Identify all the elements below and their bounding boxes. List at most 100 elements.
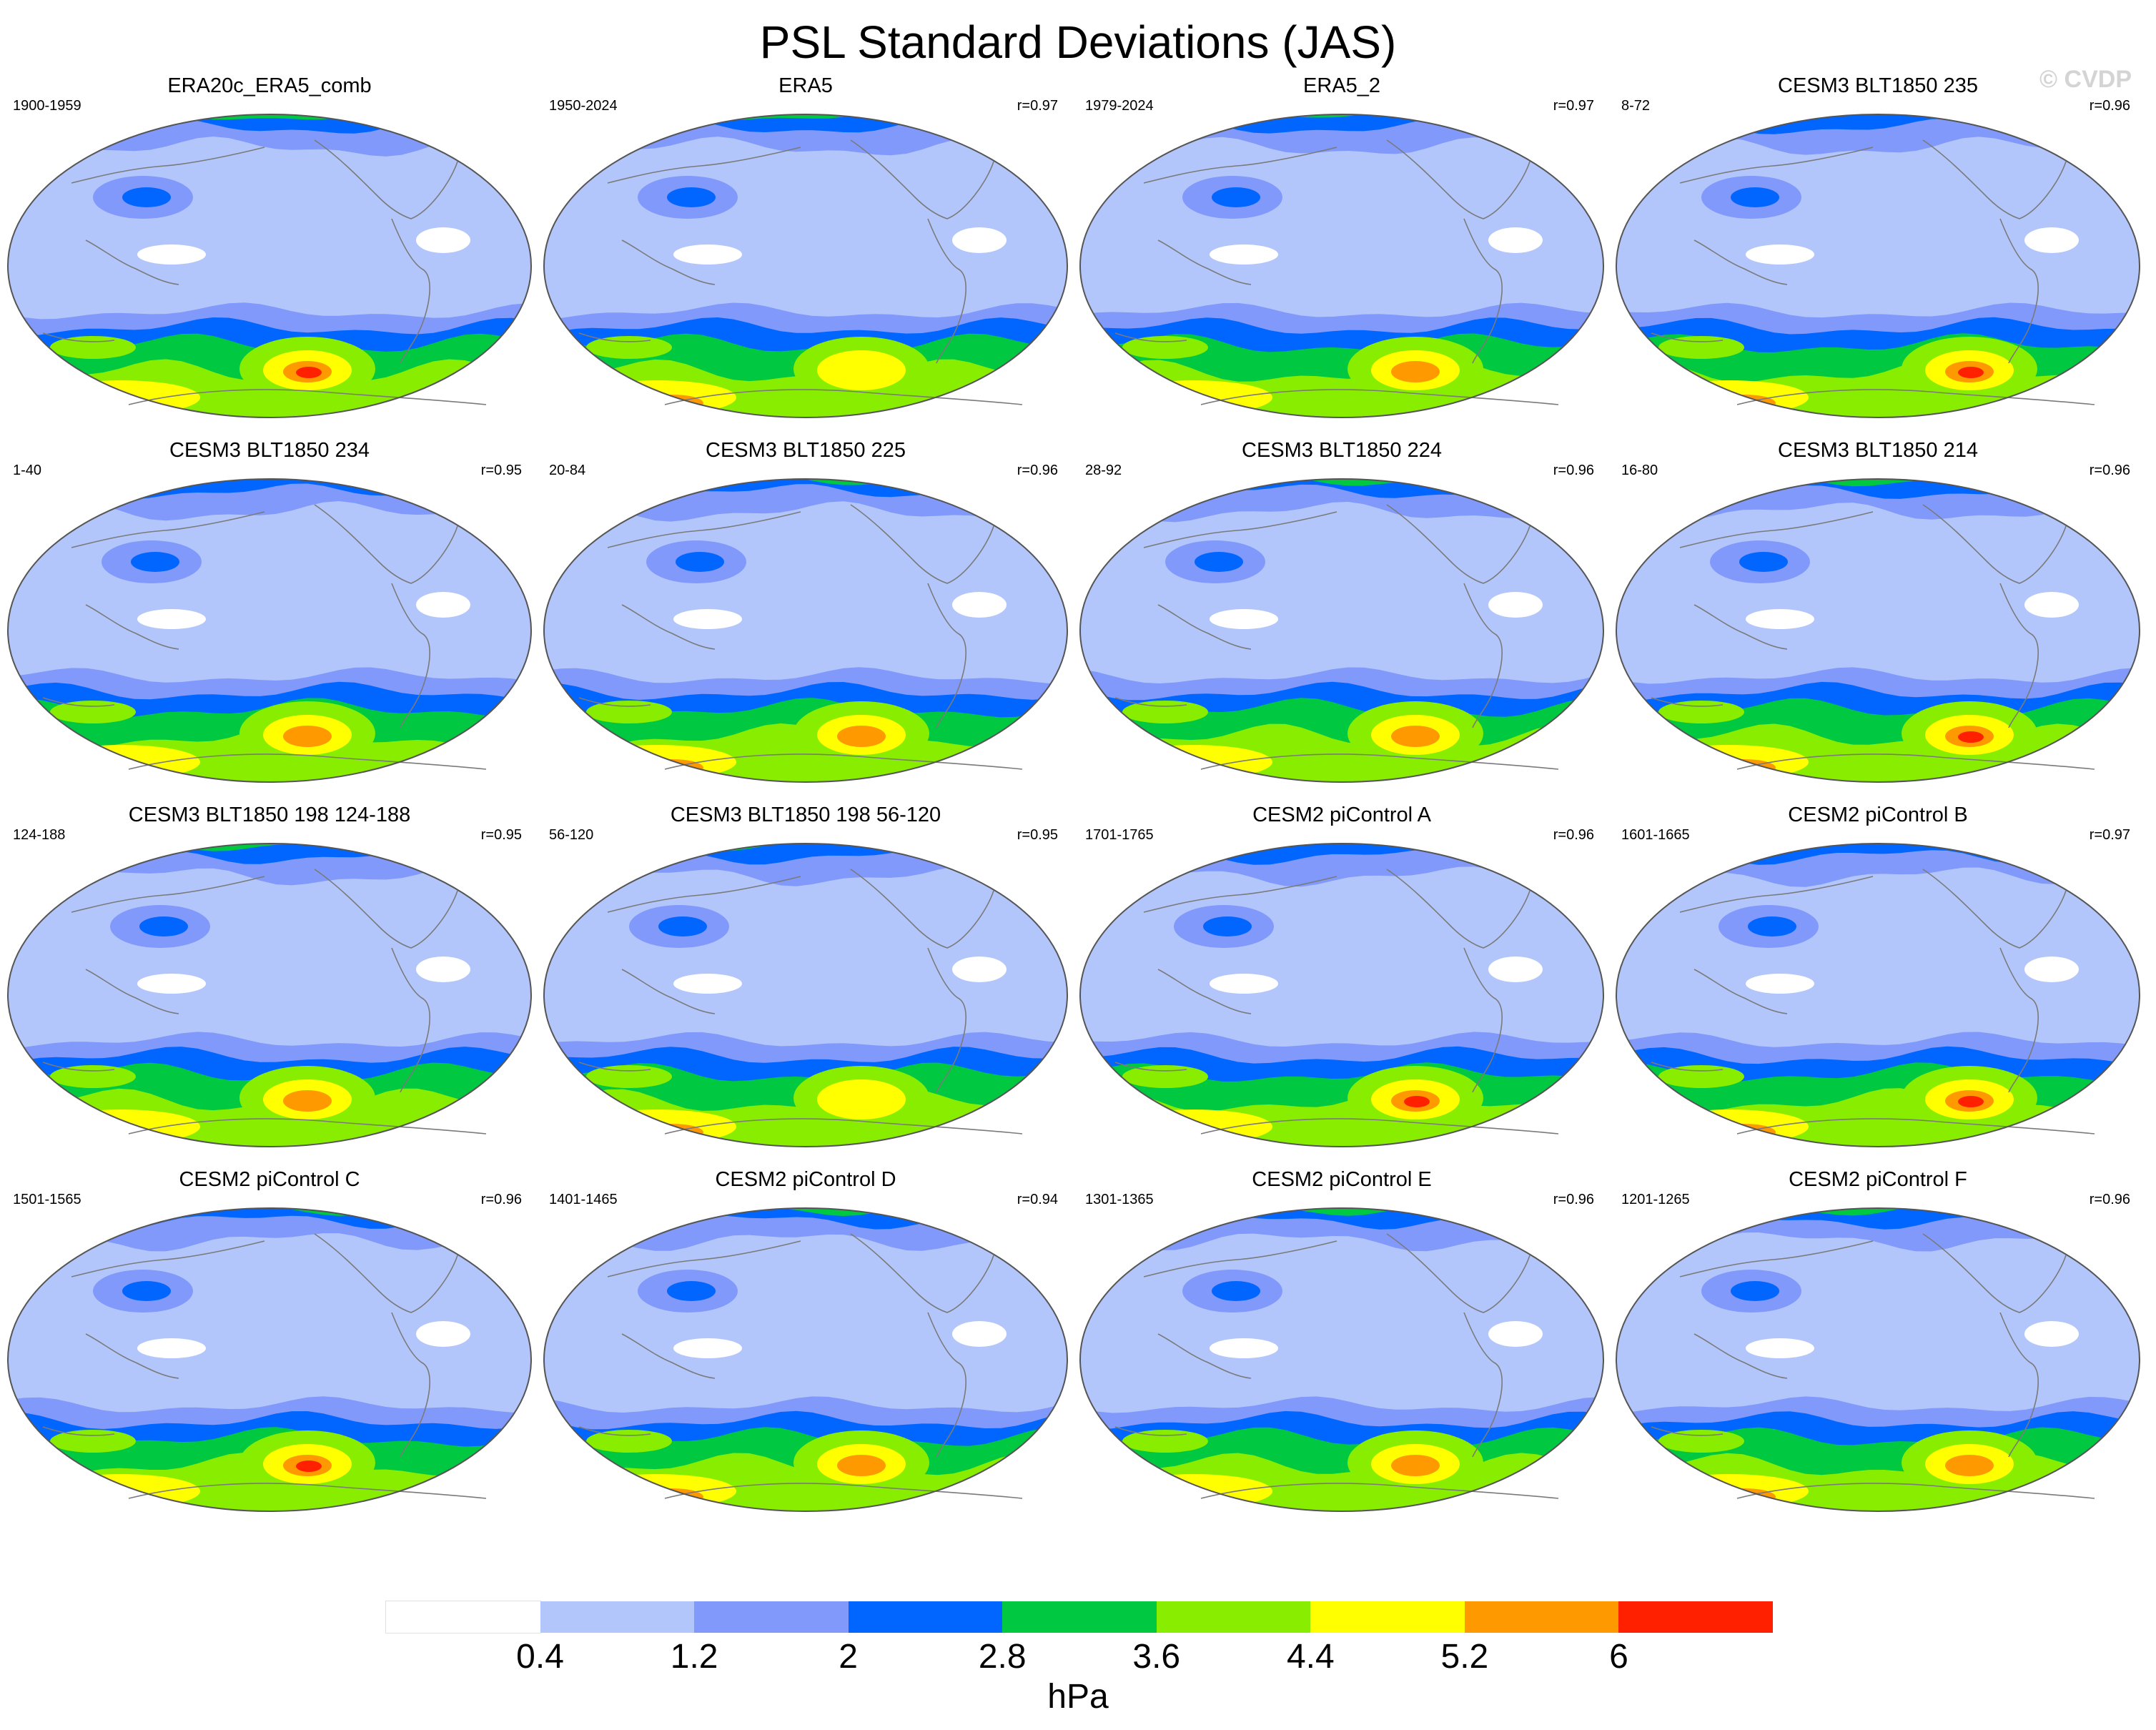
panel-title: CESM3 BLT1850 235 xyxy=(1778,74,1978,97)
panel-pattern-correlation: r=0.96 xyxy=(1553,463,1594,478)
panel-years: 1301-1365 xyxy=(1085,1192,1154,1207)
map-outline xyxy=(1616,478,2140,783)
map-outline xyxy=(1616,114,2140,418)
map-panel: CESM2 piControl B 1601-1665 r=0.97 xyxy=(1608,801,2147,1172)
coastlines xyxy=(578,504,1023,770)
panel-title: CESM3 BLT1850 214 xyxy=(1778,439,1978,462)
map-panel: CESM3 BLT1850 225 20-84 r=0.96 xyxy=(536,436,1075,808)
colorbar-swatch xyxy=(540,1601,695,1633)
coastlines xyxy=(1651,139,2095,405)
colorbar-tick-label: 1.2 xyxy=(670,1638,718,1676)
map-fill xyxy=(8,844,531,1147)
panel-years: 1950-2024 xyxy=(549,98,618,114)
panel-title: CESM3 BLT1850 224 xyxy=(1242,439,1442,462)
panel-title: CESM2 piControl F xyxy=(1789,1168,1967,1191)
colorbar-swatch xyxy=(1464,1601,1619,1633)
psl-stddev-map xyxy=(543,114,1068,418)
panel-years: 1601-1665 xyxy=(1621,827,1690,843)
colorbar-swatch xyxy=(1310,1601,1465,1633)
panel-title: CESM2 piControl A xyxy=(1252,804,1431,826)
panel-years: 1-40 xyxy=(13,463,42,478)
map-panel: CESM3 BLT1850 234 1-40 r=0.95 xyxy=(0,436,539,808)
map-outline xyxy=(1079,114,1604,418)
map-panel: ERA5_2 1979-2024 r=0.97 xyxy=(1072,71,1611,443)
colorbar-swatch xyxy=(1002,1601,1157,1633)
coastlines xyxy=(578,139,1023,405)
panel-title: CESM3 BLT1850 234 xyxy=(169,439,370,462)
psl-stddev-map xyxy=(1616,843,2140,1147)
panel-title: CESM3 BLT1850 198 56-120 xyxy=(670,804,941,826)
psl-stddev-map xyxy=(7,478,532,783)
panel-years: 56-120 xyxy=(549,827,594,843)
map-outline xyxy=(1616,1207,2140,1512)
panel-title: ERA5_2 xyxy=(1302,74,1380,97)
panel-title: CESM3 BLT1850 198 124-188 xyxy=(128,804,411,826)
coastlines xyxy=(1651,504,2095,770)
coastlines xyxy=(42,139,487,405)
coastlines xyxy=(42,869,487,1135)
panel-years: 8-72 xyxy=(1621,98,1651,114)
coastlines xyxy=(1114,139,1559,405)
map-fill xyxy=(1616,114,2140,417)
map-fill xyxy=(1616,844,2140,1147)
panel-years: 16-80 xyxy=(1621,463,1658,478)
panel-pattern-correlation: r=0.95 xyxy=(480,827,522,843)
map-outline xyxy=(543,1207,1068,1512)
map-outline xyxy=(7,114,532,418)
panel-pattern-correlation: r=0.96 xyxy=(1553,827,1594,843)
coastlines xyxy=(1651,1233,2095,1499)
map-fill xyxy=(1616,479,2140,782)
panel-title: CESM2 piControl E xyxy=(1252,1168,1432,1191)
psl-stddev-map xyxy=(7,843,532,1147)
panel-title: ERA20c_ERA5_comb xyxy=(167,74,372,97)
map-outline xyxy=(543,478,1068,783)
map-fill xyxy=(1080,479,1603,782)
coastlines xyxy=(1114,1233,1559,1499)
colorbar-tick-label: 0.4 xyxy=(516,1638,564,1676)
colorbar-tick-label: 5.2 xyxy=(1440,1638,1489,1676)
panel-pattern-correlation: r=0.96 xyxy=(1017,463,1058,478)
panel-years: 1201-1265 xyxy=(1621,1192,1690,1207)
map-panel: CESM2 piControl A 1701-1765 r=0.96 xyxy=(1072,801,1611,1172)
map-outline xyxy=(1079,478,1604,783)
map-fill xyxy=(544,479,1067,782)
map-panel: CESM2 piControl F 1201-1265 r=0.96 xyxy=(1608,1165,2147,1537)
map-fill xyxy=(544,844,1067,1147)
coastlines xyxy=(42,1233,487,1499)
panel-pattern-correlation: r=0.95 xyxy=(1017,827,1058,843)
panel-years: 1501-1565 xyxy=(13,1192,81,1207)
map-fill xyxy=(8,1208,531,1511)
map-outline xyxy=(1616,843,2140,1147)
panel-pattern-correlation: r=0.97 xyxy=(1553,98,1594,114)
map-outline xyxy=(543,843,1068,1147)
panel-years: 1900-1959 xyxy=(13,98,81,114)
colorbar-swatch xyxy=(1156,1601,1311,1633)
panel-pattern-correlation: r=0.97 xyxy=(1017,98,1058,114)
map-fill xyxy=(8,114,531,417)
map-outline xyxy=(7,478,532,783)
psl-stddev-map xyxy=(1079,843,1604,1147)
colorbar-swatch xyxy=(694,1601,849,1633)
panel-pattern-correlation: r=0.96 xyxy=(2089,98,2130,114)
map-outline xyxy=(1079,1207,1604,1512)
colorbar-tick-label: 3.6 xyxy=(1132,1638,1181,1676)
psl-stddev-map xyxy=(1079,1207,1604,1512)
colorbar-swatch xyxy=(385,1601,541,1633)
panel-years: 1401-1465 xyxy=(549,1192,618,1207)
map-panel: CESM3 BLT1850 224 28-92 r=0.96 xyxy=(1072,436,1611,808)
panel-title: CESM2 piControl C xyxy=(179,1168,360,1191)
panel-years: 1701-1765 xyxy=(1085,827,1154,843)
colorbar xyxy=(385,1601,1773,1636)
panel-years: 28-92 xyxy=(1085,463,1122,478)
colorbar-units: hPa xyxy=(1047,1678,1109,1716)
panel-pattern-correlation: r=0.97 xyxy=(2089,827,2130,843)
colorbar-tick-label: 4.4 xyxy=(1286,1638,1335,1676)
figure-title: PSL Standard Deviations (JAS) xyxy=(759,16,1397,68)
panel-title: CESM2 piControl B xyxy=(1788,804,1968,826)
map-panel: ERA5 1950-2024 r=0.97 xyxy=(536,71,1075,443)
panel-years: 20-84 xyxy=(549,463,586,478)
map-panel: CESM3 BLT1850 214 16-80 r=0.96 xyxy=(1608,436,2147,808)
colorbar-swatch xyxy=(1618,1601,1773,1633)
colorbar-swatch xyxy=(848,1601,1003,1633)
panel-years: 124-188 xyxy=(13,827,66,843)
